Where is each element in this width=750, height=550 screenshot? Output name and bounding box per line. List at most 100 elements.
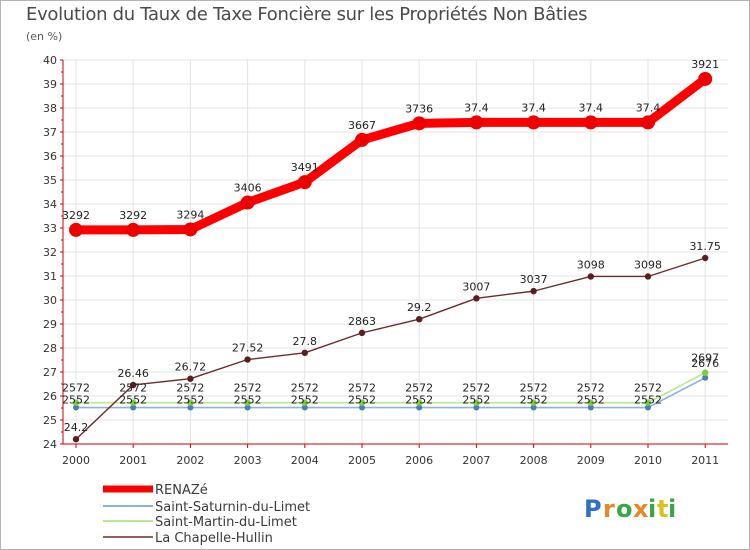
y-tick-label: 30 <box>43 294 57 307</box>
data-point <box>130 381 137 389</box>
data-point <box>297 175 312 190</box>
x-tick-label: 2000 <box>62 454 90 467</box>
data-point <box>187 404 194 411</box>
y-tick-label: 29 <box>43 318 57 331</box>
data-label: 37.4 <box>464 101 489 114</box>
y-tick-label: 24 <box>43 438 57 451</box>
data-label: 3667 <box>348 119 376 132</box>
data-point <box>702 369 709 376</box>
data-label: 27.8 <box>293 335 318 348</box>
data-point <box>244 404 251 411</box>
axes <box>60 59 728 448</box>
x-tick-label: 2008 <box>520 454 548 467</box>
data-label: 2552 <box>62 394 90 407</box>
data-label: 3406 <box>234 182 262 195</box>
data-point <box>359 404 365 411</box>
data-point <box>702 374 709 381</box>
data-point <box>130 404 137 411</box>
y-tick-label: 26 <box>43 390 57 403</box>
data-point <box>412 116 427 131</box>
data-point <box>301 404 308 411</box>
legend-label: Saint-Martin-du-Limet <box>155 515 297 530</box>
data-label: 2697 <box>691 352 719 365</box>
y-tick-label: 36 <box>43 150 57 163</box>
data-label: 2552 <box>348 394 376 407</box>
y-tick-label: 33 <box>43 222 57 235</box>
data-point <box>240 195 255 210</box>
grid-lines <box>63 59 728 445</box>
x-tick-label: 2004 <box>291 454 319 467</box>
x-tick-label: 2001 <box>119 454 147 467</box>
data-label: 2572 <box>348 382 376 395</box>
legend: RENAZé Saint-Saturnin-du-LimetSaint-Marti… <box>103 483 310 546</box>
data-point <box>530 287 537 295</box>
y-tick-label: 39 <box>43 78 57 91</box>
data-point <box>473 295 480 302</box>
data-point <box>183 222 198 237</box>
data-label: 2572 <box>234 382 262 395</box>
data-point <box>526 115 541 130</box>
y-tick-label: 40 <box>43 54 57 67</box>
data-label: 2572 <box>176 382 204 395</box>
y-tick-label: 31 <box>43 270 57 283</box>
data-point <box>702 254 709 262</box>
data-point <box>358 399 366 406</box>
data-label: 2552 <box>577 394 605 407</box>
series-line-0 <box>71 74 710 235</box>
x-tick-label: 2011 <box>691 454 719 467</box>
logo-letter: o <box>616 495 633 523</box>
data-label: 2552 <box>405 394 433 407</box>
data-label: 2676 <box>691 357 719 370</box>
data-point <box>587 273 594 280</box>
data-label: 29.2 <box>407 301 432 314</box>
data-label: 3491 <box>291 161 319 174</box>
data-label: 2552 <box>119 394 147 407</box>
data-label: 3098 <box>577 258 605 271</box>
x-tick-labels: 2000 2001 2002 2003 2004 2005 2006 2007 2008 2009… <box>62 454 719 467</box>
data-label: 3292 <box>119 209 147 222</box>
data-label: 2552 <box>520 394 548 407</box>
x-tick-label: 2009 <box>577 454 605 467</box>
data-label: 26.46 <box>117 367 149 380</box>
data-label: 2572 <box>634 382 662 395</box>
data-label: 2572 <box>291 382 319 395</box>
data-point <box>130 399 137 406</box>
data-point <box>69 222 83 237</box>
logo-letter: i <box>668 495 676 523</box>
data-point <box>72 399 80 406</box>
data-label: 2552 <box>234 394 262 407</box>
y-tick-label: 27 <box>43 366 57 379</box>
data-label: 3037 <box>520 273 548 286</box>
data-label: 2572 <box>119 382 147 395</box>
data-label: 26.72 <box>175 361 207 374</box>
data-point <box>644 273 652 280</box>
data-label: 2552 <box>291 394 319 407</box>
data-label: 2863 <box>348 315 376 328</box>
legend-label: RENAZé <box>155 483 208 498</box>
data-point <box>73 404 79 411</box>
series-line-1 <box>75 376 707 409</box>
y-axis-unit: (en %) <box>26 30 63 43</box>
y-tick-label: 28 <box>43 342 57 355</box>
data-label: 2552 <box>462 394 490 407</box>
data-label: 2572 <box>577 382 605 395</box>
data-labels: 3292 3292 3294 3406 3491 3667 3736 37.4 37.4 37.4… <box>62 58 721 434</box>
series-lines <box>71 74 710 440</box>
data-point <box>358 329 366 337</box>
data-label: 2572 <box>520 382 548 395</box>
data-label: 2552 <box>176 394 204 407</box>
x-tick-label: 2006 <box>405 454 433 467</box>
data-point <box>187 375 194 382</box>
data-point <box>301 399 308 406</box>
x-tick-label: 2002 <box>176 454 204 467</box>
y-tick-label: 37 <box>43 126 57 139</box>
data-label: 3098 <box>634 258 662 271</box>
legend-label: La Chapelle-Hullin <box>155 531 273 546</box>
data-point <box>301 349 308 356</box>
logo-letter: r <box>603 495 615 523</box>
data-label: 3007 <box>462 280 490 293</box>
series-points <box>69 71 713 443</box>
y-tick-label: 34 <box>43 198 57 211</box>
